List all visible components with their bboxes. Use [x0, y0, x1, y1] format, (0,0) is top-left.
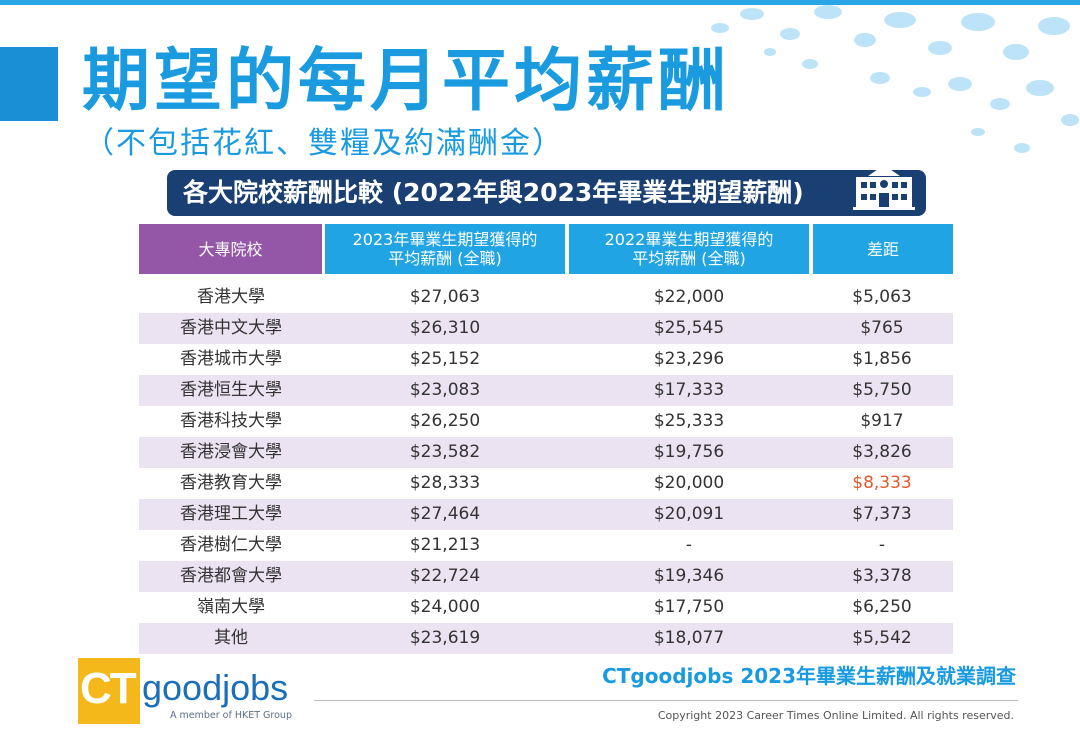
- cell-2022: $25,333: [653, 411, 725, 431]
- salary-table: 香港大學 $27,063 $22,000 $5,063 香港中文大學 $26,3…: [139, 282, 953, 654]
- cell-2023: $24,000: [409, 597, 481, 617]
- ctgoodjobs-logo: CT goodjobs A member of HKET Group: [78, 658, 308, 726]
- cell-2022: $18,077: [653, 628, 725, 648]
- table-row: 香港樹仁大學 $21,213 - -: [139, 530, 953, 561]
- cell-diff: $5,750: [852, 380, 912, 400]
- cell-school: 香港理工大學: [180, 504, 282, 524]
- cell-school: 香港樹仁大學: [180, 535, 282, 555]
- cell-diff: $917: [860, 411, 904, 431]
- decorative-dot-pattern: [711, 5, 1079, 153]
- cell-school: 香港都會大學: [180, 566, 282, 586]
- header-label: 大專院校: [198, 239, 263, 259]
- cell-school: 香港教育大學: [180, 473, 282, 493]
- table-row: 香港浸會大學 $23,582 $19,756 $3,826: [139, 437, 953, 468]
- table-row: 香港恒生大學 $23,083 $17,333 $5,750: [139, 375, 953, 406]
- cell-school: 嶺南大學: [197, 597, 265, 617]
- col-header-2023: 2023年畢業生期望獲得的 平均薪酬 (全職): [325, 224, 565, 274]
- cell-diff: $7,373: [852, 504, 912, 524]
- cell-2023: $23,083: [409, 380, 481, 400]
- cell-2023: $28,333: [409, 473, 481, 493]
- table-row: 其他 $23,619 $18,077 $5,542: [139, 623, 953, 654]
- cell-diff: $3,826: [852, 442, 912, 462]
- section-banner: 各大院校薪酬比較 (2022年與2023年畢業生期望薪酬): [167, 153, 926, 216]
- col-header-diff: 差距: [813, 224, 953, 274]
- cell-2022: $22,000: [653, 287, 725, 307]
- header-label: 2022畢業生期望獲得的 平均薪酬 (全職): [604, 230, 774, 268]
- cell-school: 香港中文大學: [180, 318, 282, 338]
- table-row: 香港中文大學 $26,310 $25,545 $765: [139, 313, 953, 344]
- cell-2023: $21,213: [409, 535, 481, 555]
- banner-title: 各大院校薪酬比較 (2022年與2023年畢業生期望薪酬): [183, 178, 804, 207]
- logo-yellow-box: CT: [78, 658, 140, 724]
- cell-2023: $26,250: [409, 411, 481, 431]
- col-header-2022: 2022畢業生期望獲得的 平均薪酬 (全職): [569, 224, 809, 274]
- cell-school: 其他: [214, 628, 248, 648]
- cell-diff: -: [878, 535, 886, 555]
- cell-2023: $22,724: [409, 566, 481, 586]
- cell-diff: $6,250: [852, 597, 912, 617]
- page-subtitle: （不包括花紅、雙糧及約滿酬金）: [84, 126, 564, 161]
- table-row: 香港科技大學 $26,250 $25,333 $917: [139, 406, 953, 437]
- cell-school: 香港大學: [197, 287, 265, 307]
- cell-2022: $23,296: [653, 349, 725, 369]
- title-accent-bar: [0, 47, 58, 121]
- cell-2022: $19,346: [653, 566, 725, 586]
- table-row: 香港都會大學 $22,724 $19,346 $3,378: [139, 561, 953, 592]
- cell-2023: $23,582: [409, 442, 481, 462]
- table-row: 香港教育大學 $28,333 $20,000 $8,333: [139, 468, 953, 499]
- cell-school: 香港科技大學: [180, 411, 282, 431]
- cell-2023: $27,464: [409, 504, 481, 524]
- cell-diff: $5,542: [852, 628, 912, 648]
- school-building-icon: [853, 153, 915, 210]
- cell-2022: $19,756: [653, 442, 725, 462]
- cell-2022: $20,000: [653, 473, 725, 493]
- page-title: 期望的每月平均薪酬: [82, 42, 731, 121]
- logo-tagline: A member of HKET Group: [170, 710, 292, 721]
- cell-2023: $25,152: [409, 349, 481, 369]
- cell-2022: $20,091: [653, 504, 725, 524]
- cell-2022: $25,545: [653, 318, 725, 338]
- col-header-school: 大專院校: [139, 224, 322, 274]
- cell-2023: $23,619: [409, 628, 481, 648]
- cell-2023: $27,063: [409, 287, 481, 307]
- top-stripe: [0, 0, 1080, 5]
- cell-diff: $5,063: [852, 287, 912, 307]
- logo-wordmark: goodjobs: [142, 667, 289, 708]
- copyright-notice: Copyright 2023 Career Times Online Limit…: [657, 709, 1014, 722]
- cell-diff: $1,856: [852, 349, 912, 369]
- survey-title: CTgoodjobs 2023年畢業生薪酬及就業調查: [602, 664, 1016, 688]
- header-label: 差距: [866, 239, 899, 259]
- cell-2022: -: [685, 535, 693, 555]
- cell-school: 香港恒生大學: [180, 380, 282, 400]
- cell-diff: $765: [860, 318, 904, 338]
- cell-2022: $17,333: [653, 380, 725, 400]
- cell-diff-highlight: $8,333: [852, 473, 912, 493]
- header-label: 2023年畢業生期望獲得的 平均薪酬 (全職): [352, 230, 538, 268]
- logo-ct-text: CT: [80, 664, 137, 713]
- table-row: 嶺南大學 $24,000 $17,750 $6,250: [139, 592, 953, 623]
- cell-school: 香港城市大學: [180, 349, 282, 369]
- table-row: 香港城市大學 $25,152 $23,296 $1,856: [139, 344, 953, 375]
- cell-2023: $26,310: [409, 318, 481, 338]
- table-row: 香港理工大學 $27,464 $20,091 $7,373: [139, 499, 953, 530]
- cell-school: 香港浸會大學: [180, 442, 282, 462]
- footer-divider: [314, 700, 1018, 701]
- cell-diff: $3,378: [852, 566, 912, 586]
- table-row: 香港大學 $27,063 $22,000 $5,063: [139, 282, 953, 313]
- cell-2022: $17,750: [653, 597, 725, 617]
